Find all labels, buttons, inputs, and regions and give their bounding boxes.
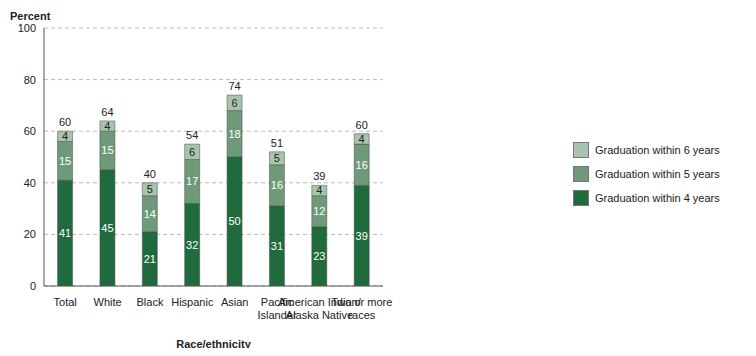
- svg-text:12: 12: [313, 205, 325, 217]
- svg-text:39: 39: [356, 230, 368, 242]
- svg-text:Total: Total: [54, 296, 77, 308]
- html-text:Graduation within 5 years: Graduation within 5 years: [595, 168, 720, 180]
- svg-text:15: 15: [101, 144, 113, 156]
- svg-text:4: 4: [62, 130, 68, 142]
- html-text:Graduation within 4 years: Graduation within 4 years: [595, 192, 720, 204]
- svg-text:American Indian/: American Indian/: [278, 296, 361, 308]
- svg-text:23: 23: [313, 250, 325, 262]
- svg-text:41: 41: [59, 227, 71, 239]
- svg-text:White: White: [94, 296, 122, 308]
- svg-text:Alaska Native: Alaska Native: [286, 309, 353, 321]
- svg-text:Two or more: Two or more: [331, 296, 392, 308]
- svg-text:Percent: Percent: [10, 10, 51, 22]
- svg-text:16: 16: [271, 179, 283, 191]
- svg-text:14: 14: [144, 208, 156, 220]
- svg-text:74: 74: [228, 80, 240, 92]
- svg-text:Islander: Islander: [257, 309, 297, 321]
- svg-text:32: 32: [186, 239, 198, 251]
- svg-text:51: 51: [271, 137, 283, 149]
- svg-text:0: 0: [30, 280, 36, 292]
- svg-text:100: 100: [18, 22, 36, 34]
- html-text:Graduation within 6 years: Graduation within 6 years: [595, 144, 720, 156]
- svg-text:31: 31: [271, 240, 283, 252]
- svg-text:Race/ethnicity: Race/ethnicity: [176, 338, 251, 348]
- svg-text:60: 60: [59, 116, 71, 128]
- svg-text:40: 40: [24, 177, 36, 189]
- svg-text:16: 16: [356, 159, 368, 171]
- svg-text:50: 50: [228, 215, 240, 227]
- svg-text:64: 64: [101, 106, 113, 118]
- svg-text:4: 4: [359, 133, 365, 145]
- svg-text:races: races: [348, 309, 375, 321]
- svg-text:6: 6: [231, 97, 237, 109]
- svg-text:Asian: Asian: [221, 296, 249, 308]
- svg-text:80: 80: [24, 74, 36, 86]
- svg-text:4: 4: [104, 120, 110, 132]
- svg-text:Black: Black: [136, 296, 163, 308]
- svg-text:39: 39: [313, 170, 325, 182]
- svg-text:15: 15: [59, 155, 71, 167]
- svg-text:6: 6: [189, 146, 195, 158]
- svg-text:45: 45: [101, 222, 113, 234]
- svg-text:18: 18: [228, 128, 240, 140]
- svg-text:5: 5: [274, 152, 280, 164]
- svg-text:60: 60: [356, 119, 368, 131]
- svg-text:5: 5: [147, 183, 153, 195]
- svg-text:Hispanic: Hispanic: [171, 296, 214, 308]
- svg-text:21: 21: [144, 253, 156, 265]
- svg-text:60: 60: [24, 125, 36, 137]
- svg-text:20: 20: [24, 228, 36, 240]
- svg-text:54: 54: [186, 129, 198, 141]
- svg-text:40: 40: [144, 168, 156, 180]
- svg-text:4: 4: [316, 184, 322, 196]
- svg-text:17: 17: [186, 175, 198, 187]
